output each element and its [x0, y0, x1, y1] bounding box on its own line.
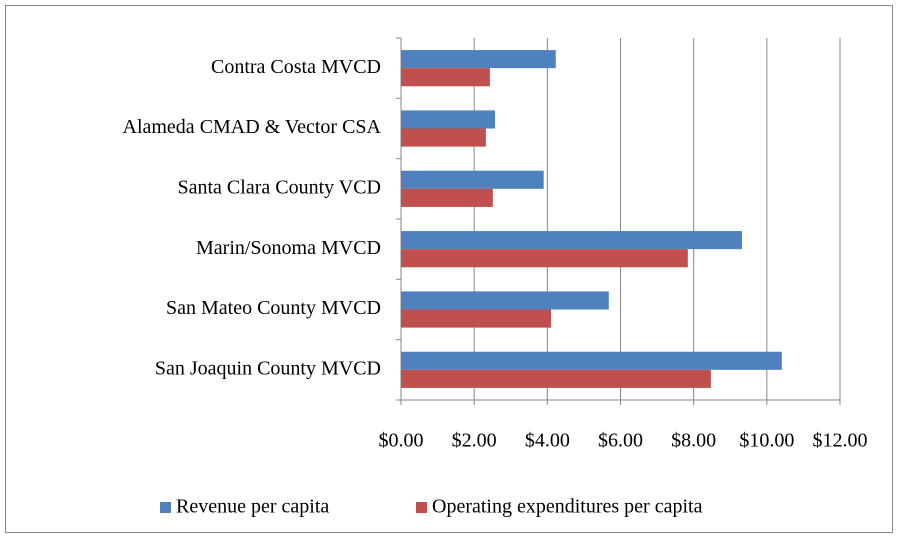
bar [401, 68, 490, 87]
bar [401, 231, 742, 250]
bar [401, 291, 609, 310]
x-tick-label: $0.00 [379, 430, 424, 452]
legend-swatch [160, 502, 171, 513]
bar [401, 50, 556, 69]
bar [401, 249, 688, 268]
y-tick-label: San Mateo County MVCD [166, 297, 381, 319]
chart-frame [5, 5, 893, 533]
legend-label: Revenue per capita [176, 496, 329, 518]
y-tick-label: Santa Clara County VCD [177, 176, 381, 198]
legend-label: Operating expenditures per capita [432, 496, 703, 518]
x-tick-label: $10.00 [739, 430, 794, 452]
bar [401, 128, 486, 147]
y-tick-label: Marin/Sonoma MVCD [196, 237, 381, 259]
bar [401, 369, 711, 388]
legend-swatch [416, 502, 427, 513]
y-tick-label: Alameda CMAD & Vector CSA [123, 116, 382, 138]
x-tick-label: $2.00 [452, 430, 497, 452]
y-tick-label: Contra Costa MVCD [211, 56, 381, 78]
x-tick-label: $4.00 [525, 430, 570, 452]
x-tick-label: $8.00 [671, 430, 716, 452]
x-tick-label: $6.00 [598, 430, 643, 452]
bar [401, 110, 496, 129]
bar [401, 188, 493, 207]
bar [401, 309, 551, 328]
bar [401, 351, 782, 370]
x-tick-label: $12.00 [813, 430, 868, 452]
y-tick-label: San Joaquin County MVCD [155, 357, 381, 379]
bar [401, 170, 544, 189]
